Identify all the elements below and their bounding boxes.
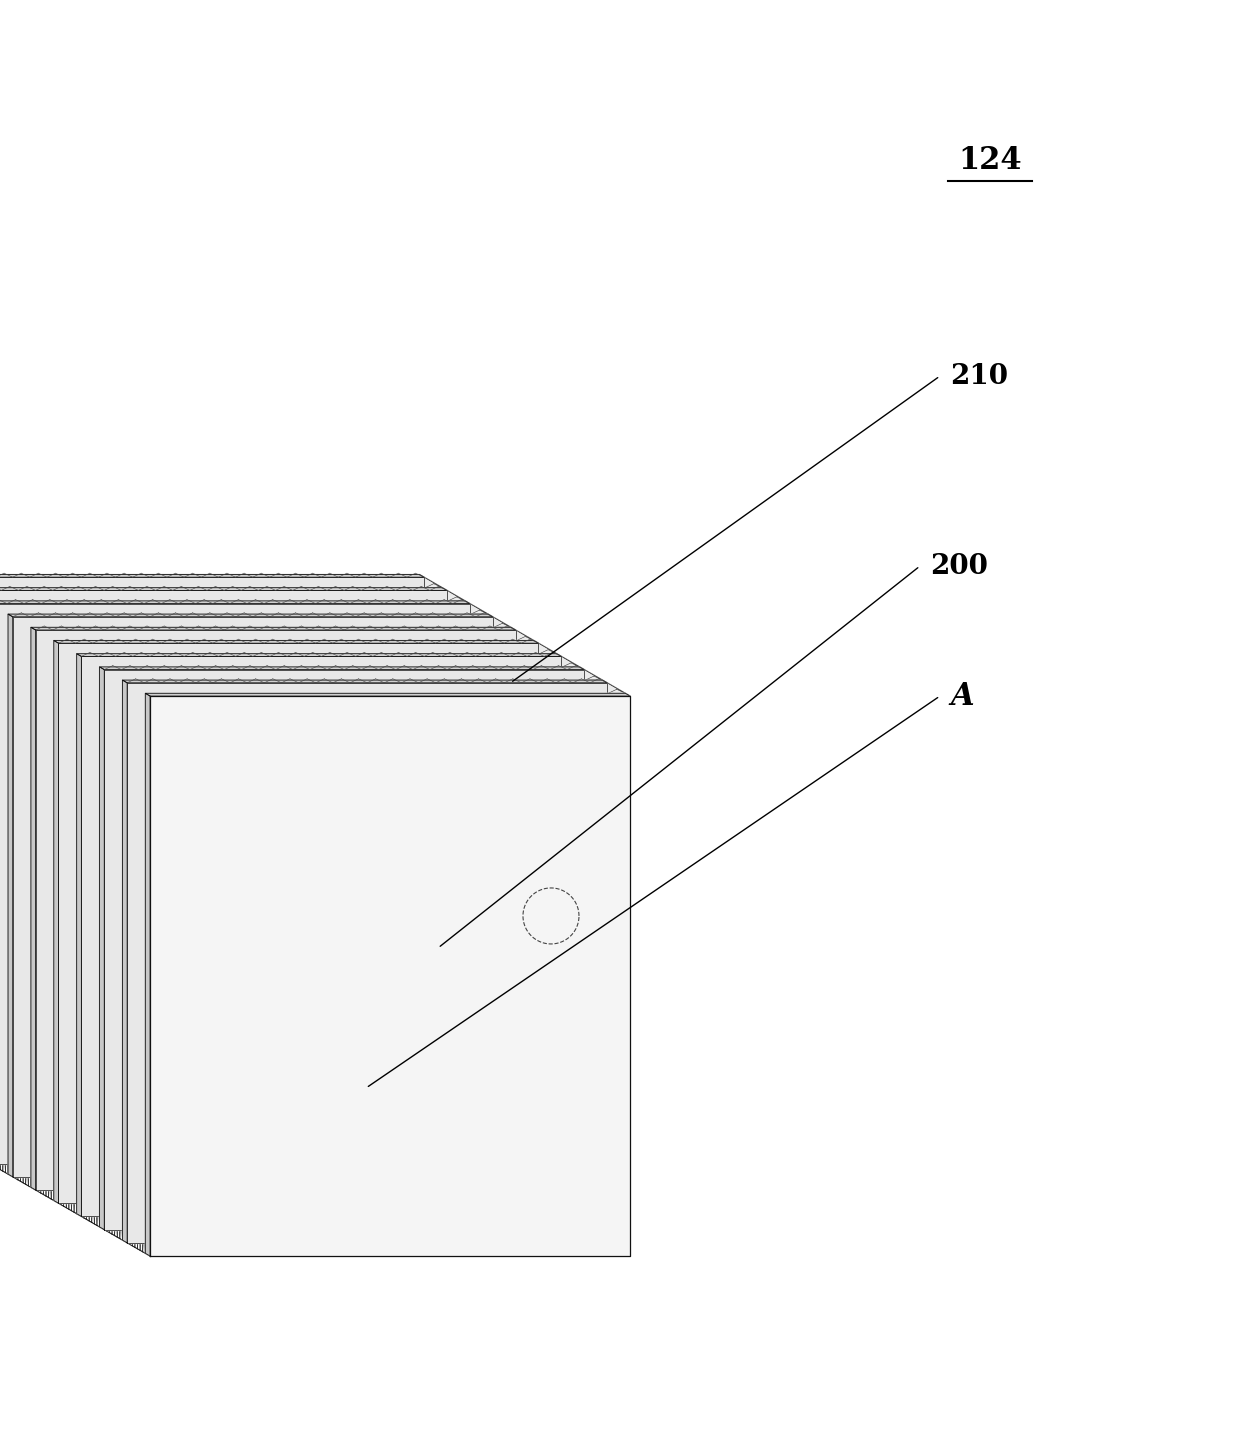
Polygon shape [0,590,447,1150]
Text: 124: 124 [959,146,1021,176]
Polygon shape [82,657,580,667]
Polygon shape [77,654,82,1216]
Text: 200: 200 [930,552,988,579]
Polygon shape [8,614,493,617]
Polygon shape [0,577,424,1137]
Polygon shape [0,577,443,588]
Polygon shape [82,657,561,1216]
Polygon shape [0,601,469,604]
Polygon shape [127,683,146,1254]
Polygon shape [122,680,608,683]
Polygon shape [99,667,104,1230]
Polygon shape [77,654,561,657]
Polygon shape [0,575,424,577]
Polygon shape [0,588,447,590]
Polygon shape [127,683,608,1243]
Polygon shape [35,630,54,1201]
Polygon shape [104,670,584,1230]
Polygon shape [58,644,77,1214]
Polygon shape [58,644,538,1203]
Polygon shape [0,1134,630,1257]
Text: A: A [950,680,974,712]
Polygon shape [35,630,516,1190]
Polygon shape [58,644,557,654]
Polygon shape [146,693,150,1257]
Polygon shape [99,667,584,670]
Text: 210: 210 [950,363,1008,390]
Polygon shape [35,630,533,641]
Polygon shape [146,693,630,696]
Polygon shape [419,575,630,1257]
Polygon shape [13,617,31,1187]
Polygon shape [104,670,603,680]
Polygon shape [31,628,35,1190]
Polygon shape [31,628,516,630]
Polygon shape [82,657,99,1227]
Polygon shape [54,641,538,644]
Polygon shape [150,696,630,1257]
Polygon shape [54,641,58,1203]
Polygon shape [0,604,488,614]
Polygon shape [13,617,493,1176]
Polygon shape [122,680,127,1243]
Polygon shape [104,670,122,1241]
Polygon shape [127,683,625,693]
Polygon shape [0,590,465,601]
Polygon shape [13,617,511,628]
Polygon shape [0,604,469,1163]
Polygon shape [0,604,8,1174]
Polygon shape [8,614,13,1176]
